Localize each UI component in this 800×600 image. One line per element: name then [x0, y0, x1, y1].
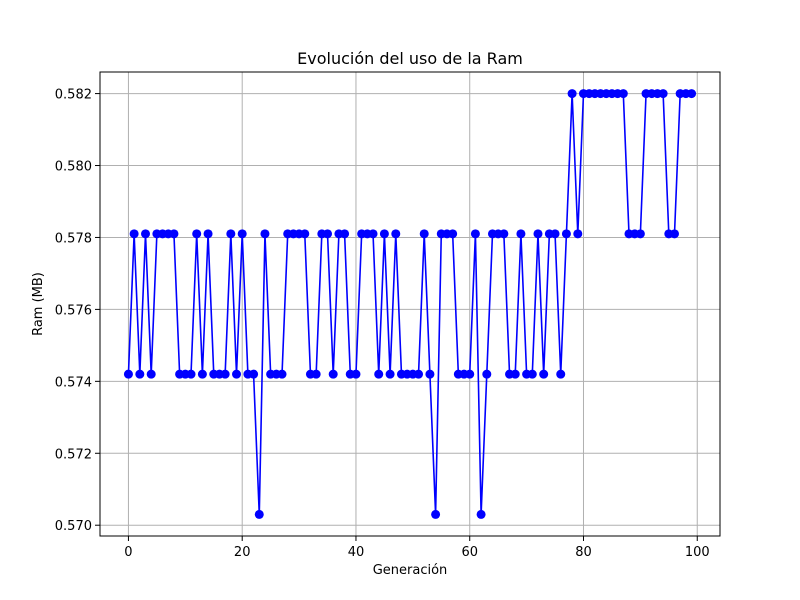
data-point	[670, 229, 679, 239]
data-point	[527, 369, 537, 379]
y-axis: 0.570 0.572 0.574 0.576 0.578 0.580 0.582	[55, 88, 100, 534]
data-point	[340, 229, 350, 239]
data-point	[197, 369, 207, 379]
data-point	[203, 229, 213, 239]
data-point	[129, 229, 139, 239]
data-point	[260, 229, 270, 239]
x-axis: 0 20 40 60 80 100	[124, 536, 710, 560]
data-point	[237, 229, 247, 239]
data-point	[323, 229, 333, 239]
data-point	[516, 229, 526, 239]
data-point	[465, 369, 475, 379]
data-point	[328, 369, 338, 379]
data-point	[658, 89, 668, 99]
data-point	[146, 369, 156, 379]
data-point	[277, 369, 287, 379]
data-point	[556, 369, 566, 379]
data-point	[482, 369, 492, 379]
data-point	[687, 89, 697, 99]
data-point	[249, 369, 259, 379]
data-point	[533, 229, 543, 239]
data-point	[232, 369, 242, 379]
data-point	[561, 229, 571, 239]
data-point	[141, 229, 150, 239]
data-point	[448, 229, 458, 239]
data-point	[300, 229, 310, 239]
data-point	[226, 229, 236, 239]
x-tick-label: 60	[461, 545, 478, 560]
y-tick-label: 0.574	[55, 375, 92, 390]
data-point	[470, 229, 480, 239]
data-point	[391, 229, 401, 239]
x-tick-label: 20	[234, 545, 251, 560]
data-point	[635, 229, 645, 239]
data-point	[431, 509, 441, 519]
data-point	[414, 369, 424, 379]
data-point	[311, 369, 321, 379]
plot-frame	[99, 71, 721, 537]
data-point	[550, 229, 560, 239]
data-point	[385, 369, 395, 379]
y-axis-title: Ram (MB)	[31, 272, 46, 336]
data-point	[618, 89, 628, 99]
y-tick-label: 0.572	[55, 447, 92, 462]
data-point	[539, 369, 549, 379]
data-point	[419, 229, 429, 239]
data-point	[254, 509, 264, 519]
data-point	[368, 229, 378, 239]
data-point	[573, 229, 583, 239]
series-ram	[123, 89, 697, 519]
x-tick-label: 0	[124, 545, 132, 560]
grid	[100, 72, 720, 536]
data-point	[499, 229, 509, 239]
y-tick-label: 0.576	[55, 303, 92, 318]
data-point	[192, 229, 202, 239]
y-tick-label: 0.582	[55, 88, 92, 103]
x-tick-label: 100	[685, 545, 710, 560]
y-tick-label: 0.570	[55, 519, 92, 534]
x-axis-title: Generación	[373, 563, 448, 578]
x-tick-label: 80	[575, 545, 592, 560]
data-point	[186, 369, 196, 379]
data-point	[169, 229, 179, 239]
y-tick-label: 0.578	[55, 231, 92, 246]
data-point	[379, 229, 389, 239]
data-point	[476, 509, 486, 519]
x-tick-label: 40	[348, 545, 365, 560]
data-point	[510, 369, 520, 379]
data-point	[220, 369, 230, 379]
data-point	[351, 369, 361, 379]
data-point	[425, 369, 435, 379]
data-point	[567, 89, 577, 99]
y-tick-label: 0.580	[55, 160, 92, 175]
data-point	[374, 369, 384, 379]
chart-title: Evolución del uso de la Ram	[297, 49, 523, 68]
data-point	[123, 369, 133, 379]
data-point	[135, 369, 145, 379]
